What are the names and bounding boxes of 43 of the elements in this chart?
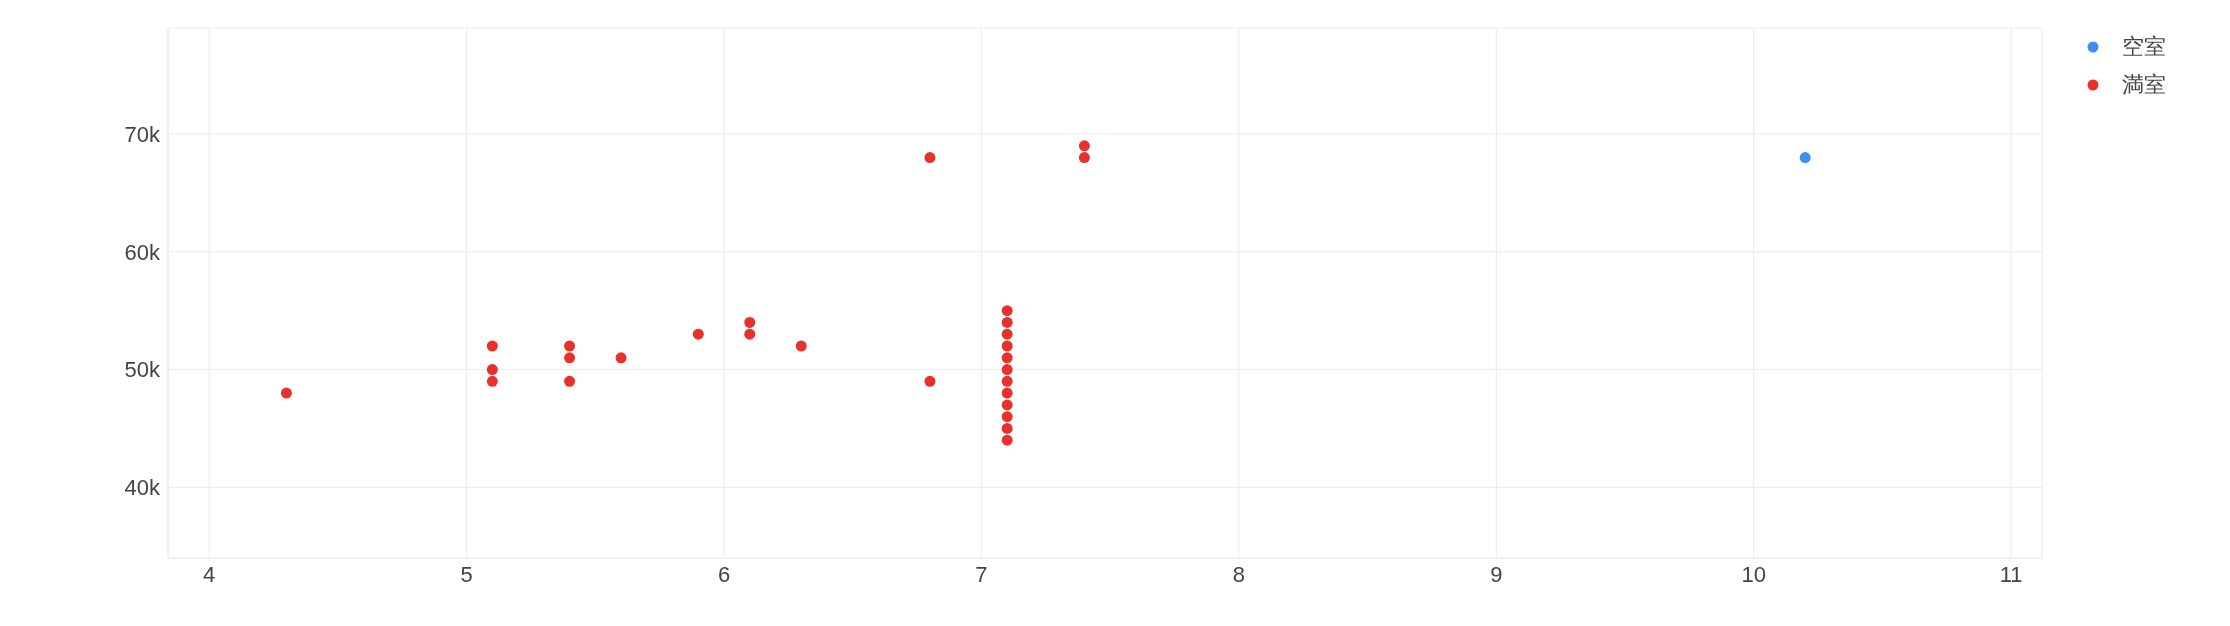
point [744,316,756,328]
x-tick-label: 9 [1490,561,1503,587]
point [1001,434,1013,446]
point [1078,140,1090,152]
x-tick-label: 10 [1741,561,1766,587]
x-tick-label: 7 [975,561,988,587]
point [924,152,936,164]
x-tick-label: 4 [203,561,216,587]
point [564,375,576,387]
y-tick-label: 50k [124,357,161,383]
point [1001,399,1013,411]
point [1001,352,1013,364]
point [795,340,807,352]
y-tick-label: 40k [124,475,161,501]
x-tick-label: 11 [1999,561,2023,587]
point [1078,152,1090,164]
point [280,387,292,399]
legend-label: 満室 [2122,71,2166,99]
point [1001,411,1013,423]
point [1001,340,1013,352]
point [1001,387,1013,399]
point [1001,422,1013,434]
point [1001,316,1013,328]
point [1001,364,1013,376]
point [615,352,627,364]
point [1001,375,1013,387]
point [486,340,498,352]
point [564,352,576,364]
y-tick-label: 70k [124,121,161,147]
y-tick-label: 60k [124,239,161,265]
point [924,375,936,387]
point [1001,305,1013,317]
legend-label: 空室 [2122,33,2166,61]
point [1001,328,1013,340]
x-tick-label: 5 [460,561,473,587]
point [1799,152,1811,164]
point [486,375,498,387]
point [486,364,498,376]
point [692,328,704,340]
x-tick-label: 8 [1232,561,1245,587]
x-tick-label: 6 [717,561,731,587]
point [744,328,756,340]
point [564,340,576,352]
